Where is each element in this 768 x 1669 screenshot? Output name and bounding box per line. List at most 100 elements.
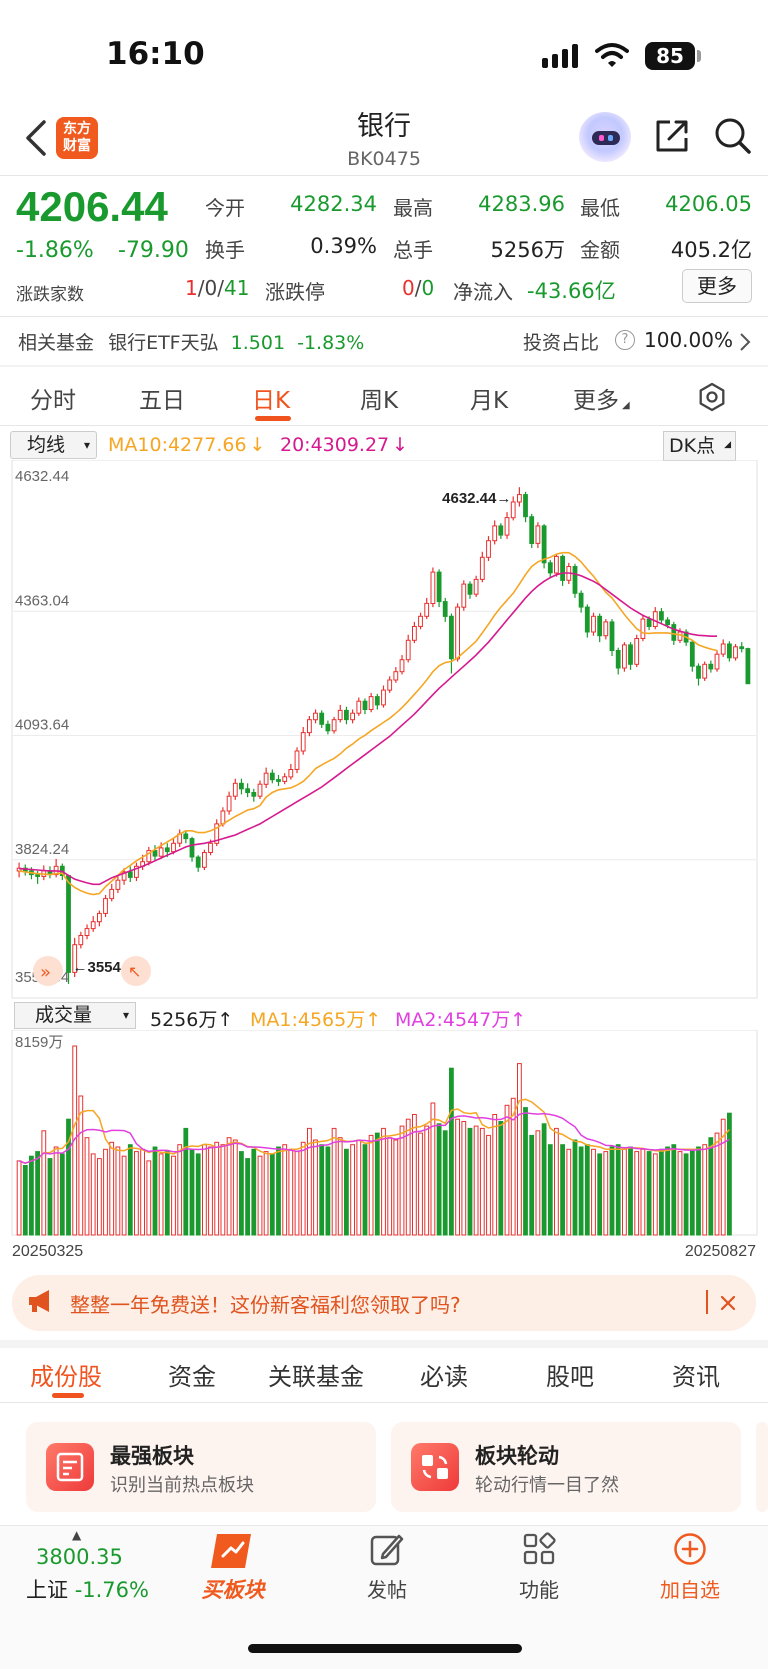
- candle: [90, 916, 96, 932]
- candle-body: [547, 562, 553, 574]
- page-title: 银行: [357, 111, 411, 142]
- volume-bar: [239, 1151, 244, 1236]
- candle-body: [430, 571, 436, 604]
- candle-body: [597, 615, 603, 637]
- index-value[interactable]: 3800.35: [36, 1545, 123, 1569]
- candle-body: [344, 709, 349, 721]
- candle-body: [300, 732, 306, 752]
- candle-body: [733, 646, 738, 659]
- tab-daily-k[interactable]: 日K: [252, 388, 291, 414]
- candle: [622, 642, 627, 672]
- tab-news[interactable]: 资讯: [672, 1363, 720, 1391]
- share-icon[interactable]: [652, 116, 692, 156]
- candle: [97, 910, 102, 927]
- volume-bar: [727, 1112, 732, 1236]
- search-icon[interactable]: [713, 116, 753, 156]
- candle-body: [362, 700, 368, 710]
- candle-body: [708, 663, 714, 670]
- volume-bar: [140, 1148, 145, 1236]
- add-watchlist-label[interactable]: 加自选: [660, 1578, 720, 1602]
- updown-label: 涨跌家数: [16, 285, 84, 305]
- volume-bar: [282, 1144, 288, 1236]
- close-icon[interactable]: [719, 1294, 737, 1312]
- buy-sector-label[interactable]: 买板块: [201, 1578, 265, 1602]
- features-label[interactable]: 功能: [519, 1578, 559, 1602]
- related-fund-row[interactable]: 相关基金 银行ETF天弘 1.501 -1.83%: [18, 328, 364, 355]
- volume-bar: [430, 1102, 436, 1236]
- volume-value: 5256万: [490, 238, 565, 262]
- volume-chart[interactable]: 8159万 20250325 20250827: [0, 1030, 768, 1260]
- candle: [405, 634, 411, 663]
- candle-body: [646, 618, 652, 628]
- candle: [313, 709, 318, 724]
- more-button[interactable]: 更多: [682, 269, 752, 303]
- help-icon[interactable]: ?: [615, 330, 635, 350]
- buy-sector-icon[interactable]: [207, 1530, 257, 1572]
- candle: [307, 715, 312, 737]
- chevron-right-icon[interactable]: [738, 332, 752, 352]
- volume-bar: [29, 1155, 34, 1236]
- app-logo[interactable]: 东方 财富: [56, 117, 98, 159]
- tab-funds-flow[interactable]: 资金: [168, 1363, 216, 1391]
- candle-body: [498, 525, 504, 536]
- tab-intraday[interactable]: 分时: [30, 388, 76, 414]
- volume-bar: [103, 1148, 108, 1236]
- tab-forum[interactable]: 股吧: [546, 1363, 594, 1391]
- tab-related-funds[interactable]: 关联基金: [268, 1363, 364, 1391]
- dk-point-button[interactable]: DK点 ◢: [663, 431, 736, 461]
- indicator-label: 均线: [27, 434, 66, 456]
- volume-bar: [572, 1139, 578, 1236]
- volume-bar: [53, 1146, 59, 1236]
- candle-body: [171, 842, 176, 853]
- indicator-select[interactable]: 均线 ▾: [10, 431, 97, 459]
- volume-bar: [659, 1148, 664, 1236]
- add-watchlist-icon[interactable]: [673, 1532, 707, 1566]
- change-percent: -1.86%: [16, 238, 94, 263]
- candle: [257, 780, 263, 799]
- post-icon[interactable]: [369, 1532, 405, 1568]
- candle: [442, 597, 448, 622]
- volume-bar: [449, 1067, 454, 1236]
- tab-more[interactable]: 更多 ◢: [573, 381, 630, 415]
- index-ticker[interactable]: 上证 -1.76%: [26, 1574, 149, 1604]
- ma20-value: 20:4309.27: [280, 434, 390, 456]
- volume-bar: [16, 1160, 22, 1236]
- y-tick-label: 4632.44: [15, 468, 69, 485]
- volume-bar: [517, 1063, 522, 1236]
- tab-must-read[interactable]: 必读: [420, 1363, 468, 1391]
- candle: [720, 639, 726, 657]
- candle: [628, 642, 633, 670]
- volume-bar: [276, 1146, 281, 1236]
- features-icon[interactable]: [522, 1532, 556, 1566]
- candle-body: [387, 679, 393, 691]
- tab-constituents[interactable]: 成份股: [30, 1363, 102, 1391]
- tab-monthly-k[interactable]: 月K: [470, 388, 509, 414]
- candle-body: [35, 874, 41, 877]
- battery-level: 85: [645, 42, 695, 70]
- candle: [368, 692, 374, 713]
- volume-bar: [405, 1118, 411, 1236]
- back-icon[interactable]: [22, 118, 52, 158]
- candle-body: [517, 494, 522, 503]
- volume-bar: [677, 1151, 683, 1236]
- next-card-peek[interactable]: [756, 1422, 768, 1512]
- candle: [733, 644, 738, 661]
- volume-indicator-select[interactable]: 成交量 ▾: [14, 1002, 136, 1029]
- candle-body: [331, 719, 337, 732]
- promo-banner[interactable]: [12, 1275, 756, 1331]
- kline-chart[interactable]: 4632.444363.044093.643824.243554.844632.…: [0, 460, 768, 1000]
- volume-bar: [671, 1144, 677, 1236]
- gear-icon[interactable]: [697, 382, 727, 412]
- candle-body: [412, 626, 417, 641]
- volume-value: 5256万↑: [150, 1009, 234, 1031]
- tab-five-day[interactable]: 五日: [139, 388, 185, 414]
- volume-bar: [510, 1097, 516, 1236]
- volume-bar: [22, 1165, 28, 1236]
- candle-body: [455, 606, 461, 660]
- fund-label: 相关基金: [18, 332, 95, 354]
- volume-bar: [208, 1146, 213, 1236]
- volume-bar: [183, 1127, 189, 1236]
- post-label[interactable]: 发帖: [367, 1578, 407, 1602]
- tab-weekly-k[interactable]: 周K: [360, 388, 399, 414]
- candle: [560, 554, 566, 586]
